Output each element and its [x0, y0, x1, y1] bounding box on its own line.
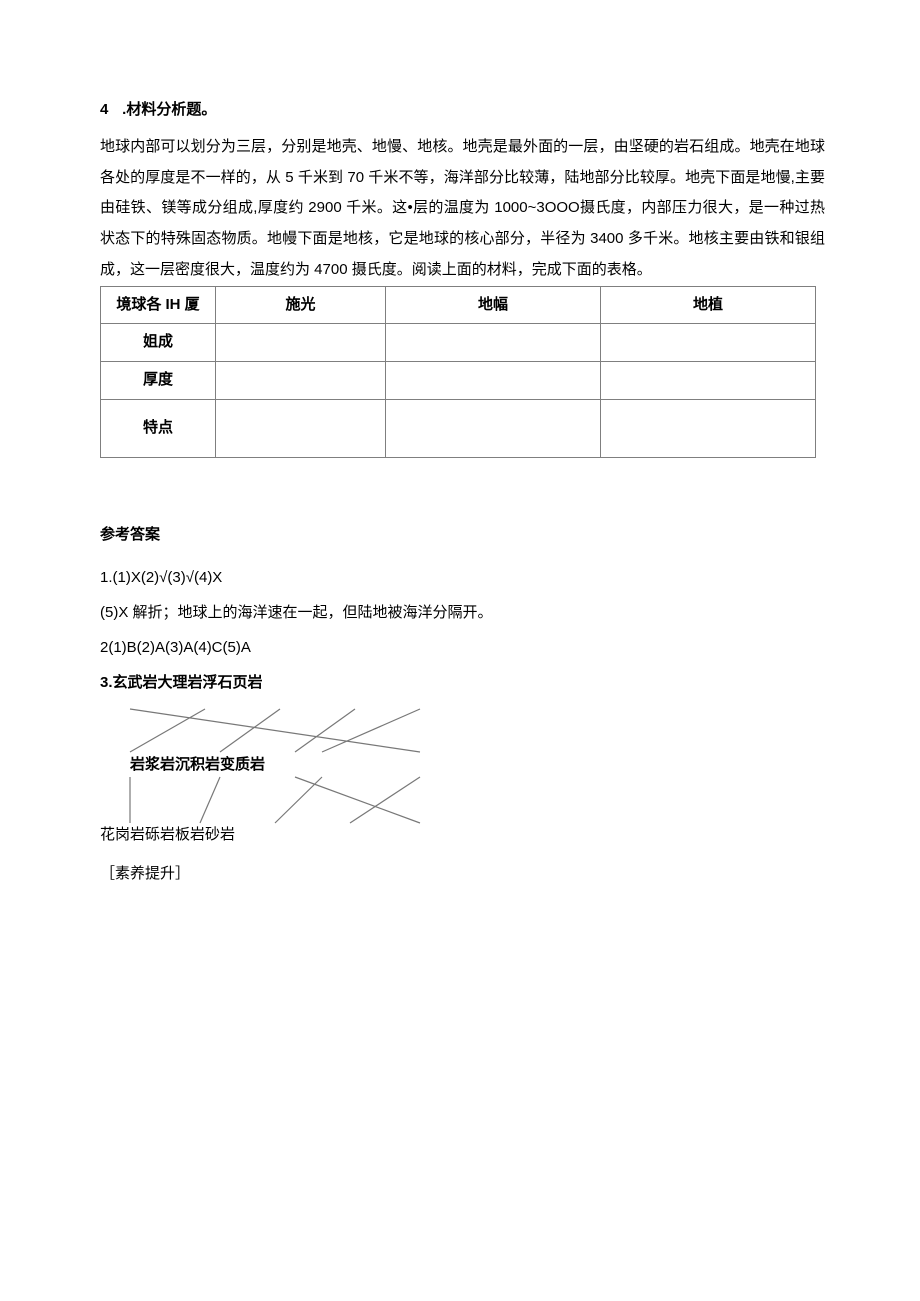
table-cell [216, 324, 386, 362]
table-cell [601, 399, 816, 457]
row-label: 特点 [101, 399, 216, 457]
row-label: 厚度 [101, 362, 216, 400]
table-cell [216, 399, 386, 457]
table-cell [386, 324, 601, 362]
header-col-3: 地植 [601, 286, 816, 324]
question-heading: 4 .材料分析题。 [100, 95, 825, 126]
table-cell [601, 362, 816, 400]
matching-middle-row: 岩浆岩沉积岩变质岩 [100, 754, 430, 775]
answer-line-4: 3.玄武岩大理岩浮石页岩 [100, 668, 825, 697]
matching-diagram: 岩浆岩沉积岩变质岩 花岗岩砾岩板岩砂岩 [100, 704, 430, 847]
table-cell [601, 324, 816, 362]
matching-lines-top [100, 704, 430, 754]
table-cell [216, 362, 386, 400]
answer-line-3: 2(1)B(2)A(3)A(4)C(5)A [100, 633, 825, 662]
row-label: 姐成 [101, 324, 216, 362]
table-row: 姐成 [101, 324, 816, 362]
table-header-row: 境球各 IH 厦 施光 地幅 地植 [101, 286, 816, 324]
header-layer: 境球各 IH 厦 [101, 286, 216, 324]
table-cell [386, 362, 601, 400]
table: 境球各 IH 厦 施光 地幅 地植 姐成 厚度 特点 [100, 286, 816, 458]
matching-bottom-row: 花岗岩砾岩板岩砂岩 [100, 823, 430, 847]
table-row: 厚度 [101, 362, 816, 400]
answers-heading: 参考答案 [100, 520, 825, 551]
answer-line-2: (5)X 解折；地球上的海洋速在一起，但陆地被海洋分隔开。 [100, 598, 825, 627]
matching-lines-bottom [100, 775, 430, 825]
question-number: 4 [100, 95, 118, 126]
earth-layers-table: 境球各 IH 厦 施光 地幅 地植 姐成 厚度 特点 [100, 286, 825, 458]
header-col-1: 施光 [216, 286, 386, 324]
header-col-2: 地幅 [386, 286, 601, 324]
material-paragraph: 地球内部可以划分为三层，分别是地壳、地慢、地核。地壳是最外面的一层，由坚硬的岩石… [100, 132, 825, 286]
table-row: 特点 [101, 399, 816, 457]
table-cell [386, 399, 601, 457]
suyang-heading: ［素养提升］ [100, 859, 825, 890]
answer-line-1: 1.(1)X(2)√(3)√(4)X [100, 563, 825, 592]
question-title: .材料分析题。 [122, 101, 216, 118]
